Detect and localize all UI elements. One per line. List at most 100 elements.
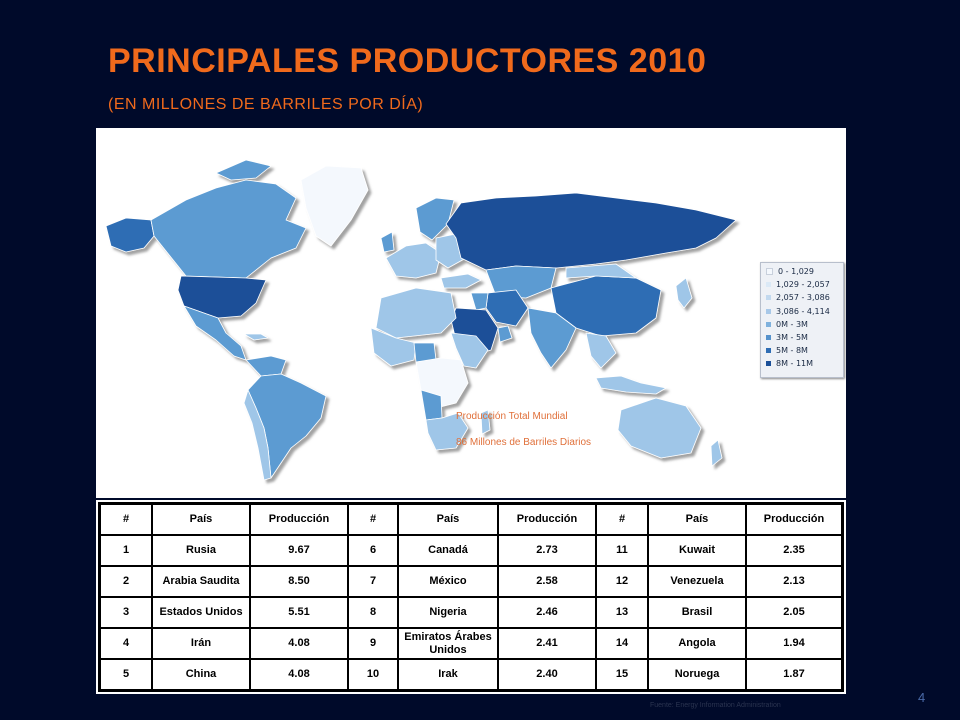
legend-swatch xyxy=(766,361,771,367)
legend-item: 1,029 - 2,057 xyxy=(761,278,843,291)
legend-label: 0M - 3M xyxy=(776,319,808,329)
column-header: Producción xyxy=(746,504,842,535)
region-europe-west xyxy=(385,242,442,279)
table-row: 4 Irán 4.08 9 Emiratos Árabes Unidos 2.4… xyxy=(100,628,842,659)
country-cell: Angola xyxy=(648,628,746,659)
production-cell: 2.46 xyxy=(498,597,596,628)
production-cell: 2.58 xyxy=(498,566,596,597)
table-header-row: # País Producción # País Producción # Pa… xyxy=(100,504,842,535)
region-madagascar xyxy=(480,409,491,435)
legend-item: 3,086 - 4,114 xyxy=(761,305,843,318)
region-canada-islands xyxy=(215,159,272,181)
column-header: # xyxy=(596,504,648,535)
region-india xyxy=(527,307,577,369)
legend-item: 5M - 8M xyxy=(761,344,843,357)
region-usa xyxy=(177,275,267,319)
region-east-africa xyxy=(450,332,489,369)
region-iraq xyxy=(470,292,489,311)
country-cell: Estados Unidos xyxy=(152,597,250,628)
rank-cell: 1 xyxy=(100,535,152,566)
table-row: 2 Arabia Saudita 8.50 7 México 2.58 12 V… xyxy=(100,566,842,597)
legend-item: 8M - 11M xyxy=(761,357,843,370)
legend-swatch xyxy=(766,308,771,314)
country-cell: Nigeria xyxy=(398,597,498,628)
rank-cell: 8 xyxy=(348,597,398,628)
country-cell: Kuwait xyxy=(648,535,746,566)
rank-cell: 12 xyxy=(596,566,648,597)
producers-table-panel: # País Producción # País Producción # Pa… xyxy=(96,500,846,694)
production-cell: 9.67 xyxy=(250,535,348,566)
region-southeast-asia xyxy=(585,332,617,369)
rank-cell: 6 xyxy=(348,535,398,566)
region-new-zealand xyxy=(710,439,723,467)
region-west-africa xyxy=(370,327,417,367)
rank-cell: 10 xyxy=(348,659,398,690)
region-uk xyxy=(380,231,395,253)
legend-label: 2,057 - 3,086 xyxy=(776,293,830,303)
map-caption-total-value: 86 Millones de Barriles Diarios xyxy=(456,437,592,448)
legend-item: 0 - 1,029 xyxy=(761,265,843,278)
table-row: 3 Estados Unidos 5.51 8 Nigeria 2.46 13 … xyxy=(100,597,842,628)
production-cell: 2.40 xyxy=(498,659,596,690)
production-cell: 8.50 xyxy=(250,566,348,597)
legend-swatch xyxy=(766,282,771,288)
rank-cell: 3 xyxy=(100,597,152,628)
legend-swatch xyxy=(766,321,771,327)
legend-item: 0M - 3M xyxy=(761,318,843,331)
producers-table: # País Producción # País Producción # Pa… xyxy=(98,502,844,692)
region-mongolia xyxy=(565,263,637,279)
region-indonesia xyxy=(595,375,667,395)
region-canada xyxy=(150,179,307,279)
production-cell: 2.35 xyxy=(746,535,842,566)
country-cell: Irán xyxy=(152,628,250,659)
map-legend: 0 - 1,029 1,029 - 2,057 2,057 - 3,086 3,… xyxy=(760,262,844,378)
production-cell: 2.73 xyxy=(498,535,596,566)
table-row: 1 Rusia 9.67 6 Canadá 2.73 11 Kuwait 2.3… xyxy=(100,535,842,566)
column-header: # xyxy=(348,504,398,535)
country-cell: China xyxy=(152,659,250,690)
country-cell: Irak xyxy=(398,659,498,690)
legend-swatch xyxy=(766,335,771,341)
region-mexico xyxy=(183,305,247,361)
legend-swatch xyxy=(766,348,771,354)
legend-label: 5M - 8M xyxy=(776,346,808,356)
region-south-america-west xyxy=(243,389,272,481)
legend-label: 1,029 - 2,057 xyxy=(776,280,830,290)
country-cell: Rusia xyxy=(152,535,250,566)
world-map: 0 - 1,029 1,029 - 2,057 2,057 - 3,086 3,… xyxy=(96,128,846,498)
rank-cell: 2 xyxy=(100,566,152,597)
legend-item: 2,057 - 3,086 xyxy=(761,291,843,304)
world-map-graphic xyxy=(105,159,737,481)
region-venezuela xyxy=(245,355,287,377)
column-header: Producción xyxy=(250,504,348,535)
slide-title: PRINCIPALES PRODUCTORES 2010 xyxy=(108,42,707,80)
legend-label: 3M - 5M xyxy=(776,333,808,343)
column-header: País xyxy=(398,504,498,535)
table-row: 5 China 4.08 10 Irak 2.40 15 Noruega 1.8… xyxy=(100,659,842,690)
country-cell: México xyxy=(398,566,498,597)
legend-swatch xyxy=(766,268,773,276)
legend-label: 3,086 - 4,114 xyxy=(776,306,830,316)
legend-item: 3M - 5M xyxy=(761,331,843,344)
region-north-africa xyxy=(375,287,457,339)
rank-cell: 14 xyxy=(596,628,648,659)
production-cell: 4.08 xyxy=(250,659,348,690)
region-australia xyxy=(617,397,702,459)
country-cell: Arabia Saudita xyxy=(152,566,250,597)
region-japan xyxy=(675,277,693,309)
production-cell: 2.41 xyxy=(498,628,596,659)
production-cell: 5.51 xyxy=(250,597,348,628)
country-cell: Noruega xyxy=(648,659,746,690)
production-cell: 1.94 xyxy=(746,628,842,659)
country-cell: Brasil xyxy=(648,597,746,628)
production-cell: 2.13 xyxy=(746,566,842,597)
rank-cell: 5 xyxy=(100,659,152,690)
page-number: 4 xyxy=(918,690,926,705)
column-header: País xyxy=(648,504,746,535)
column-header: # xyxy=(100,504,152,535)
rank-cell: 15 xyxy=(596,659,648,690)
rank-cell: 9 xyxy=(348,628,398,659)
slide-subtitle: (EN MILLONES DE BARRILES POR DÍA) xyxy=(108,96,424,113)
region-gulf-states xyxy=(497,325,513,343)
legend-swatch xyxy=(766,295,771,301)
